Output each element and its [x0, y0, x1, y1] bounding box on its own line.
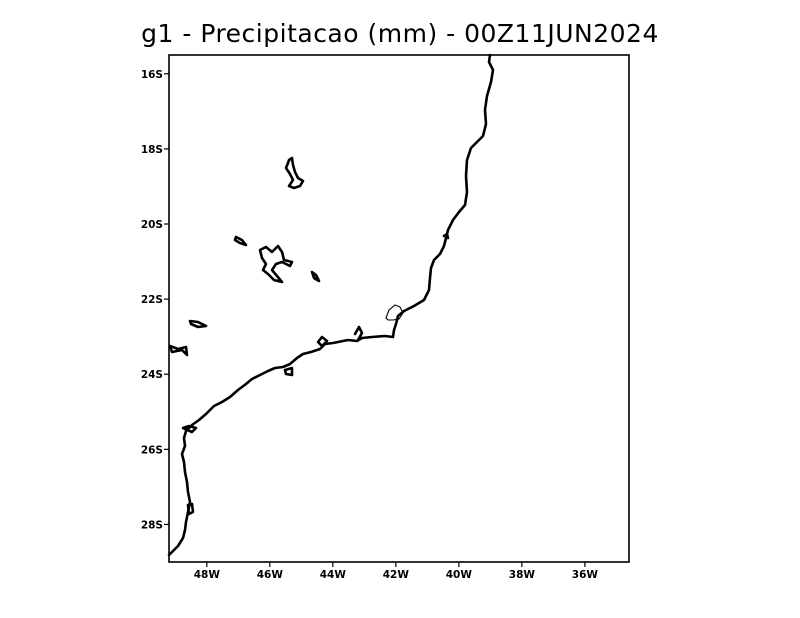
coast-detail-sao-sebastiao	[283, 366, 294, 377]
y-tick-label: 22S	[141, 294, 163, 306]
reservoir-tres-marias	[284, 156, 305, 190]
x-tick-label: 46W	[257, 569, 284, 581]
reservoir-peixoto	[233, 235, 248, 247]
x-tick-label: 44W	[320, 569, 347, 581]
reservoir-furnas	[258, 244, 294, 284]
x-tick-label: 38W	[509, 569, 536, 581]
map-frame	[168, 54, 630, 563]
coast-detail-paranagua	[181, 424, 198, 434]
map-title: g1 - Precipitacao (mm) - 00Z11JUN2024	[141, 19, 659, 48]
y-tick-label: 16S	[141, 69, 163, 81]
y-tick-label: 20S	[141, 219, 163, 231]
coastline	[167, 53, 495, 557]
y-tick-label: 26S	[141, 444, 163, 456]
map-layer	[167, 53, 495, 557]
x-tick-label: 36W	[572, 569, 599, 581]
reservoir-funil	[310, 270, 321, 283]
y-tick-label: 28S	[141, 519, 163, 531]
y-axis: 16S 18S 20S 22S 24S 26S 28S	[141, 69, 169, 531]
reservoir-paranapanema-a	[188, 319, 208, 329]
reservoir-paranapanema-b	[168, 344, 189, 357]
x-tick-label: 48W	[194, 569, 221, 581]
coast-detail-ilha-grande	[316, 335, 329, 348]
coast-detail-sepetiba	[353, 325, 364, 342]
x-tick-label: 42W	[383, 569, 410, 581]
coast-detail-floripa	[186, 502, 195, 516]
y-tick-label: 24S	[141, 369, 163, 381]
coast-detail-east	[442, 232, 450, 240]
guanabara-bay-outline	[385, 304, 404, 321]
y-tick-label: 18S	[141, 144, 163, 156]
x-axis: 48W 46W 44W 42W 40W 38W 36W	[194, 562, 599, 581]
x-tick-label: 40W	[446, 569, 473, 581]
